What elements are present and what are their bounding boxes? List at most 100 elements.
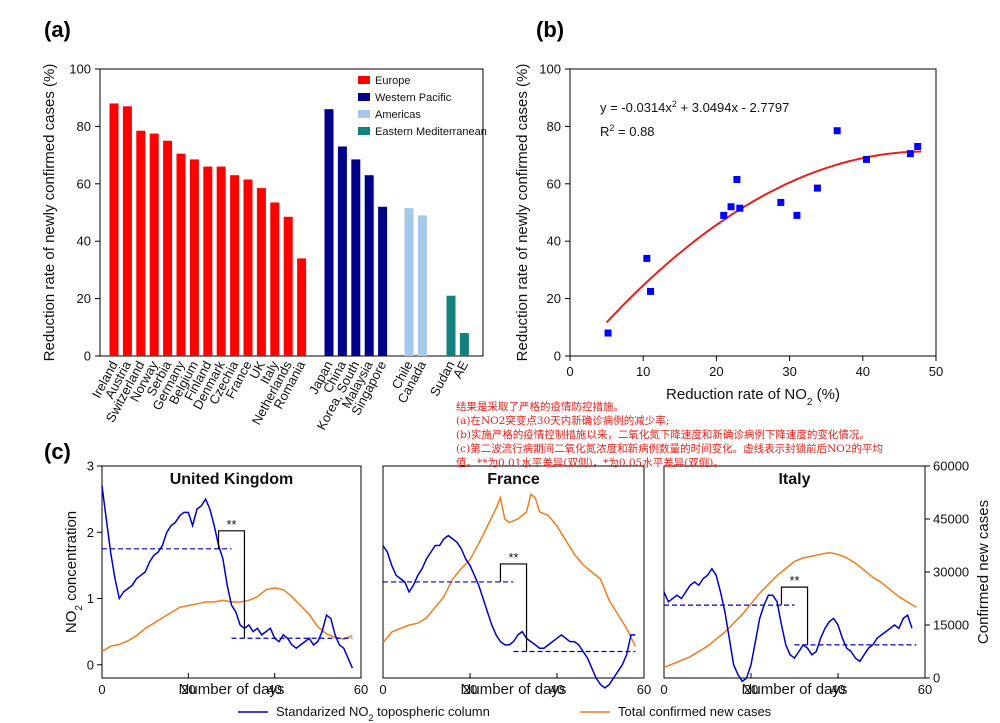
x-tick-label: 40: [267, 682, 281, 697]
y-tick-label: 20: [547, 291, 561, 306]
bar: [378, 206, 388, 356]
cases-line: [382, 492, 636, 647]
y-right-axis-title: Confirmed new cases: [975, 500, 992, 644]
x-tick-label: 50: [929, 364, 943, 379]
panel-label-c: (c): [44, 439, 71, 464]
bar: [230, 175, 240, 356]
subplot-title: France: [487, 471, 540, 488]
x-tick-label: 40: [550, 682, 564, 697]
x-tick-label: 0: [379, 682, 386, 697]
scatter-point: [604, 329, 612, 337]
significance-bracket: [780, 586, 809, 645]
significance-label: **: [508, 550, 518, 565]
x-axis-title: Number of days: [179, 681, 285, 698]
panel-label-a: (a): [44, 17, 71, 42]
y-left-tick-label: 3: [87, 459, 94, 474]
scatter-point: [914, 142, 922, 150]
scatter-point: [643, 254, 651, 262]
no2-line: [382, 534, 636, 689]
x-tick-label: 40: [831, 682, 845, 697]
r-squared: R2 = 0.88: [600, 123, 655, 139]
x-tick-label: 20: [463, 682, 477, 697]
fit-equation-sup: 2: [672, 99, 677, 109]
bar: [203, 166, 213, 356]
legend-swatch: [358, 93, 370, 101]
bar: [189, 159, 199, 356]
legend-label: Western Pacific: [375, 92, 452, 104]
bar: [216, 166, 226, 356]
x-tick-label: 60: [637, 682, 651, 697]
significance-label: **: [789, 573, 799, 588]
y-tick-label: 0: [84, 349, 91, 364]
y-left-axis-title-main: NO: [63, 611, 80, 634]
y-right-tick-label: 30000: [933, 565, 969, 580]
subplot-title: United Kingdom: [170, 471, 294, 488]
scatter-point: [736, 204, 744, 212]
r-squared-tail: = 0.88: [614, 124, 654, 139]
legend-no2-sub: 2: [369, 713, 374, 723]
y-tick-label: 60: [77, 176, 91, 191]
y-right-tick-label: 45000: [933, 512, 969, 527]
bar: [283, 216, 293, 356]
x-tick-label: 20: [709, 364, 723, 379]
y-right-tick-label: 0: [933, 671, 940, 686]
legend-label: Americas: [375, 109, 421, 121]
panel-label-b: (b): [536, 17, 564, 42]
bar: [243, 179, 253, 356]
y-tick-label: 20: [77, 291, 91, 306]
x-tick-label: 30: [782, 364, 796, 379]
no2-line: [101, 485, 354, 669]
bar: [324, 109, 334, 357]
y-tick-label: 60: [547, 176, 561, 191]
x-tick-label: AE: [450, 358, 472, 381]
bar: [256, 188, 266, 356]
y-left-axis-title-sub: 2: [74, 605, 85, 611]
y-left-tick-label: 1: [87, 591, 94, 606]
y-left-tick-label: 0: [87, 657, 94, 672]
x-axis-title-sub: 2: [807, 397, 813, 408]
cases-line: [101, 587, 353, 653]
fit-equation-main: y = -0.0314x: [600, 100, 672, 115]
legend-swatch: [358, 127, 370, 135]
x-tick-label: 40: [856, 364, 870, 379]
annotation-text: 结果是采取了严格的疫情防控措施。 (a)在NO2突变点30天内新确诊病例的减少率…: [456, 400, 976, 470]
bar-chart-a: 0 20 40 60 80 100 Reduction rate of newly conf…: [41, 62, 487, 433]
bar: [136, 130, 146, 356]
bar: [364, 175, 374, 356]
annotation-line-5: 值。**为0.01水平差异(双侧)，*为0.05水平差异(双侧)。: [456, 457, 724, 469]
bar: [109, 103, 119, 356]
x-tick-label: 0: [660, 682, 667, 697]
legend-no2-main: Standarized NO: [276, 704, 369, 719]
y-tick-label: 80: [547, 119, 561, 134]
y-tick-label: 40: [77, 234, 91, 249]
no2-line: [663, 567, 913, 683]
legend-swatch: [358, 110, 370, 118]
annotation-line-4: (c)第二波流行病期间二氧化氮浓度和新病例数量的时间变化。虚线表示封锁前后NO2…: [456, 443, 884, 455]
bar: [417, 215, 427, 356]
legend-label: Europe: [375, 75, 410, 87]
annotation-line-2: (a)在NO2突变点30天内新确诊病例的减少率;: [456, 415, 670, 427]
x-tick-label: 20: [181, 682, 195, 697]
legend-no2-label: Standarized NO2 topospheric column: [276, 704, 490, 723]
scatter-point: [833, 127, 841, 135]
legend-cases-label: Total confirmed new cases: [618, 704, 772, 719]
fit-curve: [605, 150, 922, 324]
y-left-axis-title: NO2 concentration: [63, 511, 85, 633]
annotation-line-3: (b)实施严格的疫情控制措施以来，二氧化氮下降速度和新确诊病例下降速度的变化情况…: [456, 429, 870, 441]
scatter-point: [647, 287, 655, 295]
subplot-frame: [101, 465, 362, 679]
y-axis-title: Reduction rate of newly confirmed cases …: [41, 64, 58, 362]
subplot-title: Italy: [778, 471, 810, 488]
bar: [149, 133, 159, 356]
x-tick-label: 60: [354, 682, 368, 697]
x-axis-title-main: Reduction rate of NO: [666, 386, 807, 403]
bar: [351, 159, 361, 356]
x-tick-label: 0: [98, 682, 105, 697]
r-squared-sup: 2: [609, 123, 614, 133]
subplot-frame: [382, 465, 645, 679]
scatter-point: [793, 211, 801, 219]
scatter-point: [727, 203, 735, 211]
x-tick-label: Sudan: [427, 358, 458, 398]
x-axis-title-tail: (%): [812, 386, 840, 403]
